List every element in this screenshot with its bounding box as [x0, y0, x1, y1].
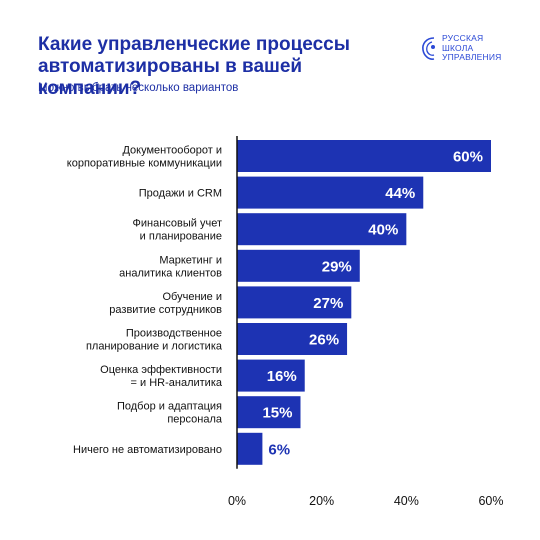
- category-label: аналитика клиентов: [119, 267, 222, 279]
- x-tick-label: 0%: [228, 494, 246, 508]
- bar: [237, 176, 424, 209]
- bar: [237, 286, 352, 319]
- bar-value-label: 27%: [313, 295, 343, 312]
- bar: [237, 396, 301, 429]
- category-label: Обучение и: [162, 291, 222, 303]
- category-label: Документооборот и: [122, 145, 222, 157]
- bar: [237, 140, 491, 172]
- category-label: планирование и логистика: [86, 341, 223, 353]
- bar-value-label: 29%: [322, 258, 352, 275]
- bar-value-label: 40%: [368, 222, 398, 239]
- category-label: развитие сотрудников: [109, 304, 222, 316]
- bar-value-label: 60%: [453, 149, 483, 166]
- category-label: Ничего не автоматизировано: [73, 444, 222, 456]
- bar-value-label: 26%: [309, 332, 339, 349]
- bar-value-label: 16%: [267, 368, 297, 385]
- chart-subtitle: Можно выбрать несколько вариантов: [38, 82, 239, 94]
- logo-line-2: ШКОЛА: [442, 42, 474, 53]
- category-label: = и HR-аналитика: [131, 377, 223, 389]
- category-label: Маркетинг и: [159, 254, 222, 266]
- category-label: Финансовый учет: [133, 218, 223, 230]
- logo-emblem-icon: [422, 37, 435, 60]
- chart-title-line-2: автоматизированы в вашей компании?: [38, 56, 303, 99]
- logo-text: РУССКАЯ ШКОЛА УПРАВЛЕНИЯ: [442, 33, 502, 63]
- chart-title: Какие управленческие процессы автоматизи…: [38, 34, 398, 100]
- bar: [237, 359, 305, 392]
- x-tick-label: 40%: [394, 494, 419, 508]
- chart-title-line-1: Какие управленческие процессы: [38, 34, 350, 55]
- bar: [237, 323, 348, 355]
- category-label: Продажи и CRM: [139, 188, 222, 200]
- category-label: Производственное: [126, 328, 222, 340]
- x-tick-label: 20%: [309, 494, 334, 508]
- bar-value-label: 15%: [262, 405, 292, 422]
- category-label: корпоративные коммуникации: [67, 158, 222, 170]
- bar-value-label: 44%: [385, 185, 415, 202]
- category-label: персонала: [167, 414, 223, 426]
- bar: [237, 249, 360, 282]
- school-logo: РУССКАЯ ШКОЛА УПРАВЛЕНИЯ: [420, 33, 530, 68]
- logo-line-1: РУССКАЯ: [442, 33, 484, 43]
- category-label: Подбор и адаптация: [117, 401, 222, 413]
- bar-value-label: 6%: [268, 441, 290, 458]
- x-tick-label: 60%: [478, 494, 503, 508]
- logo-line-3: УПРАВЛЕНИЯ: [442, 52, 502, 62]
- category-label: Оценка эффективности: [100, 364, 222, 376]
- bar: [237, 432, 263, 465]
- category-label: и планирование: [140, 231, 222, 243]
- bar: [237, 213, 407, 246]
